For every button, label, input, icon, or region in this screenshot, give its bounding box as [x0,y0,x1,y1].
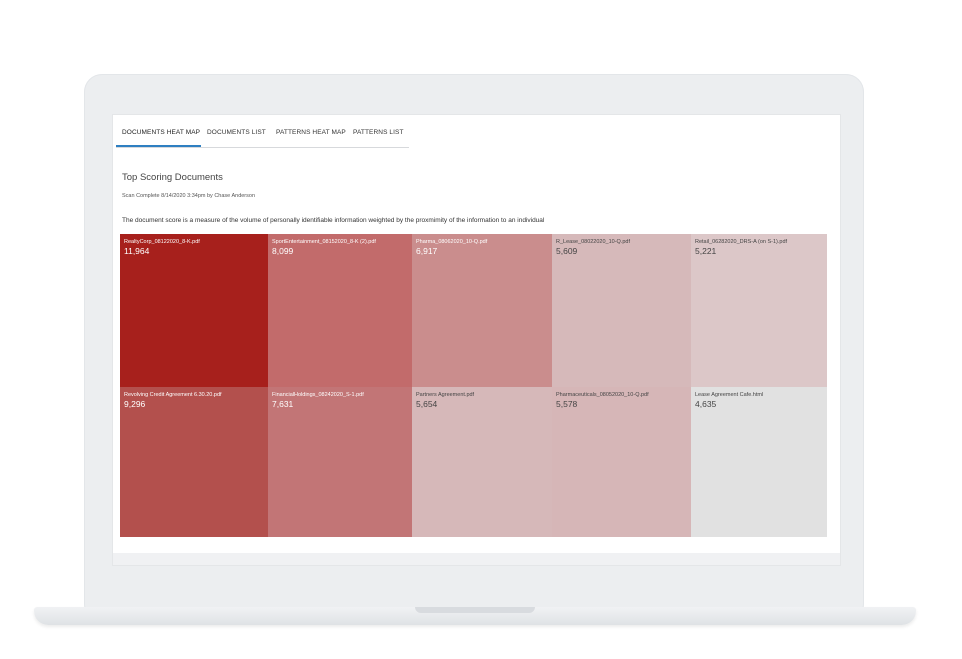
app-screen: DOCUMENTS HEAT MAP DOCUMENTS LIST PATTER… [113,115,840,565]
tab-patterns-list[interactable]: PATTERNS LIST [353,129,404,136]
heatmap-cell[interactable]: FinancialHoldings_08242020_S-1.pdf 7,631 [268,387,412,537]
document-score: 6,917 [416,246,438,256]
document-score: 5,221 [695,246,717,256]
heatmap-cell[interactable]: Partners Agreement.pdf 5,654 [412,387,552,537]
document-score: 5,654 [416,399,438,409]
document-name: Retail_06282020_DRS-A (on S-1).pdf [695,239,788,245]
laptop-base [34,607,916,625]
screen-bottom-bar [113,553,840,565]
tab-documents-heat-map[interactable]: DOCUMENTS HEAT MAP [116,125,201,147]
heatmap-cell[interactable]: R_Lease_08022020_10-Q.pdf 5,609 [552,234,691,387]
page-title: Top Scoring Documents [122,172,223,183]
document-score: 9,296 [124,399,146,409]
heatmap-cell[interactable]: RealtyCorp_08122020_8-K.pdf 11,964 [120,234,268,387]
heatmap-cell[interactable]: SportEntertainment_08152020_8-K (2).pdf … [268,234,412,387]
heatmap-cell[interactable]: Revolving Credit Agreement 6.30.20.pdf 9… [120,387,268,537]
tab-bar: DOCUMENTS HEAT MAP DOCUMENTS LIST PATTER… [116,125,409,148]
score-description: The document score is a measure of the v… [122,217,545,224]
document-name: SportEntertainment_08152020_8-K (2).pdf [272,239,376,245]
document-name: Pharma_08062020_10-Q.pdf [416,239,488,245]
document-score: 7,631 [272,399,294,409]
document-score: 5,609 [556,246,578,256]
laptop-notch [415,607,535,613]
document-name: R_Lease_08022020_10-Q.pdf [556,239,631,245]
heatmap-cell[interactable]: Lease Agreement Cafe.html 4,635 [691,387,827,537]
document-name: Pharmaceuticals_08052020_10-Q.pdf [556,392,649,398]
document-name: Lease Agreement Cafe.html [695,392,764,398]
tab-documents-list[interactable]: DOCUMENTS LIST [207,129,266,136]
documents-heat-map: RealtyCorp_08122020_8-K.pdf 11,964 Sport… [120,234,827,537]
heatmap-cell[interactable]: Retail_06282020_DRS-A (on S-1).pdf 5,221 [691,234,827,387]
document-score: 5,578 [556,399,578,409]
document-score: 4,635 [695,399,717,409]
document-name: Partners Agreement.pdf [416,392,475,398]
scan-status: Scan Complete 8/14/2020 3:34pm by Chase … [122,193,256,199]
heatmap-cell[interactable]: Pharma_08062020_10-Q.pdf 6,917 [412,234,552,387]
document-score: 8,099 [272,246,294,256]
tab-patterns-heat-map[interactable]: PATTERNS HEAT MAP [276,129,346,136]
document-score: 11,964 [124,246,150,256]
heatmap-cell[interactable]: Pharmaceuticals_08052020_10-Q.pdf 5,578 [552,387,691,537]
document-name: FinancialHoldings_08242020_S-1.pdf [272,392,364,398]
document-name: Revolving Credit Agreement 6.30.20.pdf [124,392,222,398]
document-name: RealtyCorp_08122020_8-K.pdf [124,239,200,245]
